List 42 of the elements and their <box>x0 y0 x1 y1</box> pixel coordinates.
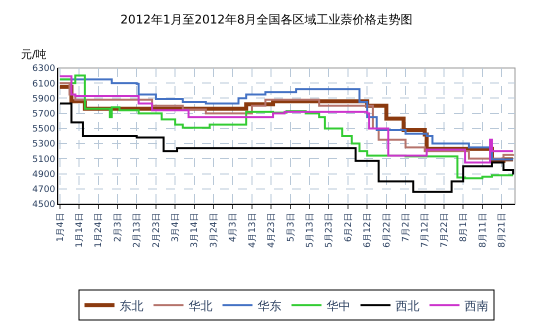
x-tick-label: 4月13日 <box>248 212 258 248</box>
x-tick-label: 3月14日 <box>190 212 200 248</box>
x-tick-label: 8月1日 <box>459 212 470 242</box>
x-tick-label: 6月22日 <box>382 212 392 248</box>
x-tick-label: 1月4日 <box>56 212 66 242</box>
y-tick-label: 6300 <box>32 64 56 74</box>
y-tick-label: 4900 <box>32 170 56 180</box>
y-tick-label: 4500 <box>32 200 56 210</box>
x-tick-label: 6月12日 <box>363 212 374 248</box>
y-tick-label: 6100 <box>32 79 56 90</box>
legend-label: 东北 <box>120 298 144 313</box>
x-tick-label: 5月23日 <box>324 212 335 248</box>
legend-label: 华北 <box>188 298 212 313</box>
y-tick-label: 4700 <box>32 185 56 196</box>
x-tick-label: 3月24日 <box>209 212 220 248</box>
x-tick-label: 2月13日 <box>132 212 143 248</box>
y-axis-title: 元/吨 <box>21 48 47 61</box>
x-tick-label: 7月22日 <box>440 212 450 248</box>
x-tick-label: 3月4日 <box>171 212 182 242</box>
x-tick-label: 5月3日 <box>286 212 296 242</box>
x-tick-label: 4月3日 <box>228 212 239 242</box>
x-tick-label: 5月13日 <box>305 212 316 248</box>
x-tick-label: 7月2日 <box>401 212 412 242</box>
y-tick-label: 5100 <box>32 154 56 165</box>
x-tick-label: 4月23日 <box>267 212 278 248</box>
legend-label: 西北 <box>396 298 420 313</box>
y-tick-label: 5300 <box>32 140 56 150</box>
x-tick-label: 1月14日 <box>75 212 86 248</box>
x-tick-label: 8月11日 <box>478 212 488 248</box>
legend-label: 西南 <box>464 298 488 313</box>
x-tick-label: 7月12日 <box>420 212 431 248</box>
x-tick-label: 2月23日 <box>152 212 162 248</box>
legend-label: 华东 <box>258 298 282 313</box>
y-tick-label: 5500 <box>32 124 56 135</box>
chart-title: 2012年1月至2012年8月全国各区域工业萘价格走势图 <box>120 12 413 26</box>
x-tick-label: 1月24日 <box>94 212 104 248</box>
y-tick-label: 5900 <box>32 94 56 104</box>
legend-label: 华中 <box>326 298 350 313</box>
x-tick-label: 8月21日 <box>497 212 508 248</box>
x-tick-label: 2月3日 <box>113 212 124 242</box>
x-tick-label: 6月2日 <box>344 212 354 242</box>
y-tick-label: 5700 <box>32 109 56 120</box>
